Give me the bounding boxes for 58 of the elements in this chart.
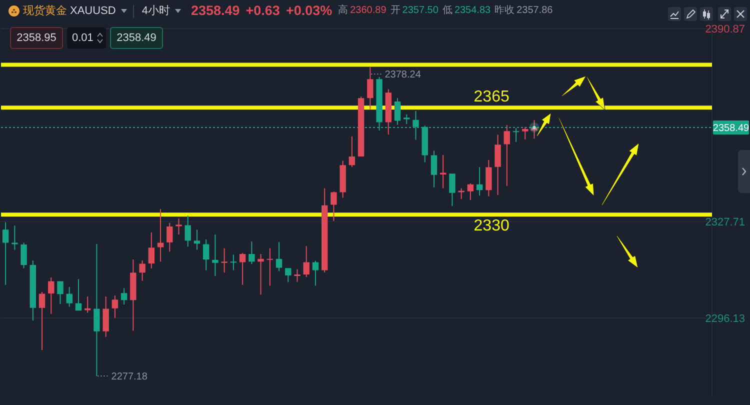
- candlestick: [57, 281, 64, 304]
- candlestick: [102, 296, 109, 337]
- y-tick-label: 2296.13: [705, 312, 745, 325]
- candlestick: [504, 125, 510, 186]
- text: 2354.83: [454, 5, 491, 16]
- chart-title: 现货黄金: [23, 4, 67, 16]
- y-tick-label: 2327.71: [705, 216, 745, 228]
- annotation: 2358.95: [16, 32, 56, 44]
- annotation: 2378.24: [384, 70, 422, 81]
- candlestick: [130, 260, 136, 331]
- candlestick: [194, 230, 200, 250]
- candlestick: [294, 269, 300, 282]
- candlestick: [212, 234, 218, 276]
- text: 2358.49: [190, 3, 240, 18]
- annotation: 2277.18: [111, 372, 148, 383]
- ref-line-label: 2365: [474, 88, 510, 106]
- chart-subtitle: XAUUSD: [70, 4, 116, 16]
- annotation: 0.01: [72, 32, 94, 44]
- text: 2357.50: [402, 5, 438, 16]
- text: 4小时: [142, 4, 170, 16]
- candlestick: [458, 188, 464, 199]
- candlestick: [248, 241, 255, 264]
- y-tick-label: 2390.87: [705, 23, 745, 36]
- candlestick: [340, 160, 346, 198]
- candlestick: [330, 192, 337, 222]
- candlestick: [20, 242, 27, 268]
- candlestick: [94, 244, 100, 376]
- text: 高: [338, 5, 348, 16]
- text: +0.63: [246, 3, 280, 18]
- candlestick: [239, 253, 246, 285]
- candlestick: [258, 254, 264, 295]
- quantity-field: 0.01: [67, 27, 106, 49]
- ref-line-label: 2358.49: [712, 122, 750, 134]
- candlestick: [157, 209, 164, 262]
- candlestick: [494, 134, 501, 196]
- candlestick: [12, 226, 18, 250]
- text: 开: [390, 5, 400, 16]
- price-box: 2358.95: [10, 27, 63, 49]
- price-box: 2358.49: [110, 27, 163, 49]
- text: 2357.86: [516, 5, 553, 16]
- text: +0.03%: [286, 3, 332, 18]
- text: 低: [442, 5, 452, 16]
- candlestick: [522, 126, 528, 140]
- candlestick: [512, 128, 520, 142]
- candlestick: [230, 254, 237, 270]
- candlestick: [367, 67, 374, 110]
- candlestick: [75, 279, 82, 311]
- candlestick: [84, 296, 91, 313]
- candlestick: [221, 248, 228, 273]
- candlestick: [440, 154, 446, 188]
- text: 2360.89: [350, 5, 386, 16]
- candlestick: [449, 174, 456, 206]
- annotation: 2358.49: [116, 32, 156, 44]
- text: 昨收: [494, 5, 515, 16]
- candlestick: [486, 160, 492, 196]
- ref-line-label: 2330: [474, 218, 510, 235]
- candlestick: [266, 248, 274, 286]
- candlestick: [176, 218, 182, 234]
